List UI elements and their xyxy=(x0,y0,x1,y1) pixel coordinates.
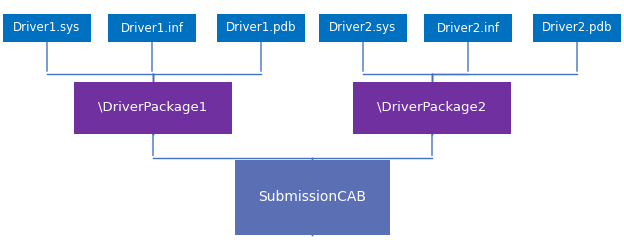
Text: \DriverPackage1: \DriverPackage1 xyxy=(99,102,208,114)
Text: Driver1.sys: Driver1.sys xyxy=(13,21,80,35)
Text: \DriverPackage2: \DriverPackage2 xyxy=(378,102,487,114)
Text: SubmissionCAB: SubmissionCAB xyxy=(258,190,366,204)
FancyBboxPatch shape xyxy=(424,14,512,42)
FancyBboxPatch shape xyxy=(3,14,91,42)
Text: Driver1.pdb: Driver1.pdb xyxy=(226,21,296,35)
Text: Driver2.inf: Driver2.inf xyxy=(437,21,499,35)
Text: Driver2.pdb: Driver2.pdb xyxy=(542,21,612,35)
Text: Driver1.inf: Driver1.inf xyxy=(120,21,183,35)
FancyBboxPatch shape xyxy=(353,82,511,134)
FancyBboxPatch shape xyxy=(319,14,407,42)
FancyBboxPatch shape xyxy=(217,14,305,42)
FancyBboxPatch shape xyxy=(74,82,232,134)
Text: Driver2.sys: Driver2.sys xyxy=(329,21,397,35)
FancyBboxPatch shape xyxy=(108,14,196,42)
FancyBboxPatch shape xyxy=(533,14,621,42)
FancyBboxPatch shape xyxy=(235,160,389,235)
